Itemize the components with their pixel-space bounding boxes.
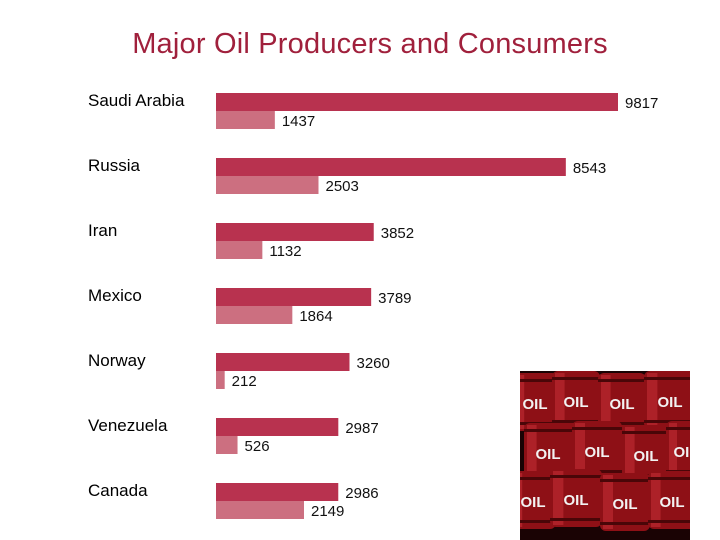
barrel-highlight <box>520 375 525 429</box>
data-label: 212 <box>232 373 257 390</box>
category-label: Venezuela <box>88 416 168 435</box>
barrel-text: OIL <box>523 396 548 413</box>
barrel-text: OIL <box>564 394 589 411</box>
barrel-rim <box>552 377 600 380</box>
barrel-rim <box>572 427 622 430</box>
category-label: Canada <box>88 481 148 500</box>
data-label: 3789 <box>378 290 411 307</box>
category-label: Norway <box>88 351 146 370</box>
barrel-text: OIL <box>660 494 685 511</box>
production-bar <box>216 223 374 241</box>
data-label: 3852 <box>381 225 414 242</box>
barrel-rim <box>520 379 558 382</box>
barrel-rim <box>520 477 556 480</box>
barrel-highlight <box>601 375 611 429</box>
barrel-body <box>520 373 558 431</box>
barrel-rim <box>550 518 602 521</box>
barrel-text: OIL <box>613 496 638 513</box>
chart-title: Major Oil Producers and Consumers <box>132 28 608 60</box>
barrel-text: OIL <box>658 394 683 411</box>
barrel-text: OIL <box>610 396 635 413</box>
consumption-bar <box>216 436 238 454</box>
category-label: Saudi Arabia <box>88 91 185 110</box>
data-label: 1132 <box>269 243 301 260</box>
barrel-highlight <box>555 373 565 427</box>
barrel-rim <box>666 427 690 430</box>
consumption-bar <box>216 241 263 259</box>
barrel-rim <box>524 429 572 432</box>
barrel-highlight <box>553 471 564 525</box>
barrel-rim <box>520 520 556 523</box>
barrel-highlight <box>625 427 635 481</box>
production-bar <box>216 93 618 111</box>
consumption-bar <box>216 306 293 324</box>
production-bar <box>216 158 566 176</box>
barrel-rim <box>648 477 690 480</box>
barrel-rim <box>600 479 650 482</box>
data-label: 2503 <box>325 178 358 195</box>
barrel-rim <box>644 420 690 423</box>
production-bar <box>216 288 372 306</box>
barrel-text: OIL <box>674 444 691 461</box>
category-label: Mexico <box>88 286 142 305</box>
barrel-rim <box>622 431 670 434</box>
barrel-text: OIL <box>521 494 546 511</box>
barrel-rim <box>600 522 650 525</box>
barrel-highlight <box>651 473 661 527</box>
barrel-highlight <box>647 373 658 427</box>
barrel-body <box>520 471 556 529</box>
barrel-highlight <box>575 423 585 477</box>
data-label: 2986 <box>345 485 378 502</box>
barrel-text: OIL <box>585 444 610 461</box>
barrel-highlight <box>603 475 613 529</box>
data-label: 1437 <box>282 113 315 130</box>
consumption-bar <box>216 501 305 519</box>
barrel-highlight <box>520 473 523 527</box>
barrel-rim <box>648 520 690 523</box>
data-label: 2149 <box>311 503 344 520</box>
consumption-bar <box>216 176 319 194</box>
production-bar <box>216 353 350 371</box>
barrel-rim <box>598 379 646 382</box>
data-label: 3260 <box>356 355 389 372</box>
barrel-text: OIL <box>536 446 561 463</box>
barrel-rim <box>644 377 690 380</box>
barrel-rim <box>550 475 602 478</box>
consumption-bar <box>216 371 225 389</box>
consumption-bar <box>216 111 275 129</box>
data-label: 8543 <box>573 160 606 177</box>
category-label: Iran <box>88 221 117 240</box>
category-label: Russia <box>88 156 141 175</box>
barrel-highlight <box>669 423 677 477</box>
data-label: 1864 <box>299 308 332 325</box>
oil-barrels-image: OIL OIL OIL OIL OIL OIL OIL OIL OIL OIL OIL OIL <box>520 371 690 540</box>
barrel-text: OIL <box>564 492 589 509</box>
barrel-rim <box>598 422 646 425</box>
production-bar <box>216 418 339 436</box>
barrel-highlight <box>527 425 537 479</box>
barrel-text: OIL <box>634 448 659 465</box>
data-label: 2987 <box>345 420 378 437</box>
production-bar <box>216 483 339 501</box>
data-label: 526 <box>245 438 270 455</box>
data-label: 9817 <box>625 95 658 112</box>
